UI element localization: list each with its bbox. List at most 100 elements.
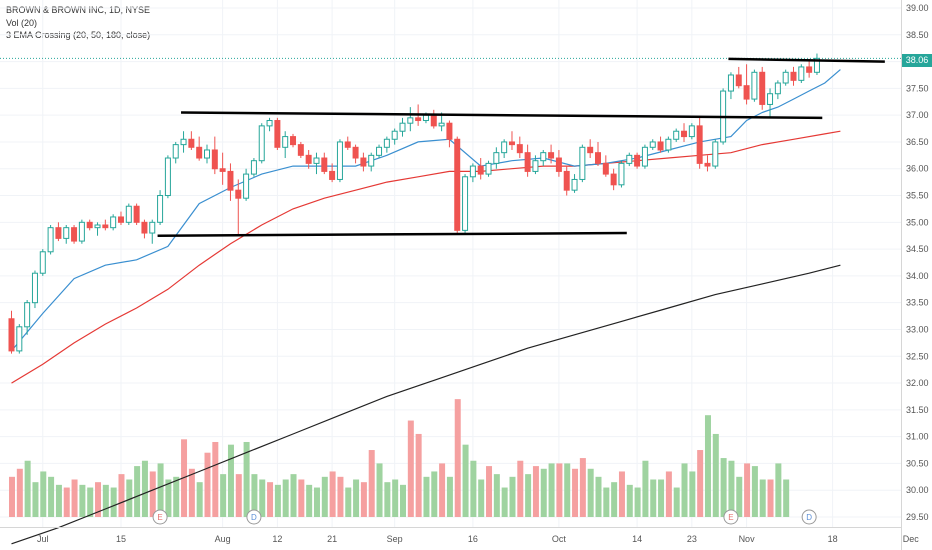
volume-bar — [259, 479, 266, 517]
time-tick-label: 23 — [687, 534, 697, 544]
candle-body — [516, 144, 523, 154]
volume-bar — [548, 463, 555, 517]
candle-body — [149, 221, 156, 234]
time-tick-label: 16 — [468, 534, 478, 544]
price-tick-label: 30.50 — [906, 458, 929, 468]
volume-bar — [40, 471, 47, 517]
volume-bar — [720, 458, 727, 517]
price-tick-label: 35.50 — [906, 191, 929, 201]
candle-body — [501, 141, 508, 154]
candle-body — [250, 160, 257, 175]
candle-body — [462, 176, 469, 231]
price-axis[interactable]: 29.50 30.00 30.50 31.00 31.50 32.00 32.50 33.00… — [901, 0, 932, 550]
time-axis[interactable]: Jul15Aug1221Sep16Oct1423Nov18Dec16 — [0, 527, 932, 545]
volume-bar — [306, 484, 313, 517]
candle-body — [595, 152, 601, 164]
volume-bar — [102, 484, 109, 517]
candle-body — [117, 216, 124, 223]
volume-bar — [165, 479, 172, 517]
volume-bar — [157, 463, 164, 517]
volume-bar — [63, 487, 70, 517]
candle-body — [704, 162, 711, 167]
candle-body — [344, 141, 351, 148]
volume-bar — [501, 487, 508, 517]
volume-bar — [274, 484, 281, 517]
volume-bar — [751, 466, 758, 517]
candle-body — [407, 117, 414, 124]
candlesticks — [0, 53, 901, 354]
price-tick-label: 37.00 — [906, 110, 929, 120]
candle-body — [313, 157, 320, 164]
candle-body — [774, 82, 781, 95]
candle-body — [352, 146, 359, 159]
candle-body — [376, 146, 383, 156]
volume-bar — [321, 476, 328, 517]
candle-body — [125, 205, 132, 223]
candle-body — [618, 162, 625, 186]
chart-grid — [0, 0, 912, 527]
candle-body — [39, 251, 46, 274]
volume-bar — [298, 479, 305, 517]
volume-bar — [48, 476, 55, 517]
candle-body — [438, 122, 445, 127]
volume-bar — [665, 471, 672, 517]
volume-bar — [227, 444, 234, 517]
candle-body — [571, 178, 578, 191]
candle-body — [696, 125, 703, 164]
candle-body — [790, 71, 797, 81]
candle-body — [610, 173, 617, 186]
candle-body — [368, 154, 375, 167]
candle-body — [563, 170, 570, 191]
time-tick-label: Sep — [387, 534, 403, 544]
event-marker-label: D — [251, 513, 257, 522]
volume-bar — [446, 476, 453, 517]
volume-bar — [400, 484, 406, 517]
candle-body — [548, 152, 555, 159]
candle-body — [266, 120, 273, 127]
candle-body — [94, 224, 101, 229]
volume-bar — [235, 474, 242, 517]
candle-body — [78, 221, 85, 242]
volume-bar — [626, 484, 633, 517]
candle-body — [141, 221, 148, 234]
candle-body — [16, 326, 23, 352]
candle-body — [485, 162, 492, 175]
candle-body — [219, 168, 226, 172]
volume-bar — [79, 484, 86, 517]
volume-bar — [532, 466, 539, 517]
candle-body — [258, 125, 265, 162]
volume-bars — [9, 399, 790, 517]
candle-body — [196, 146, 203, 159]
event-marker-label: E — [157, 513, 162, 522]
event-marker-circle — [152, 509, 168, 525]
volume-bar — [9, 476, 15, 517]
candle-body — [469, 165, 476, 178]
volume-bar — [525, 474, 532, 517]
volume-bar — [251, 474, 258, 517]
volume-bar — [16, 468, 23, 517]
volume-bar — [196, 482, 203, 517]
time-tick-label: Aug — [215, 534, 231, 544]
candle-body — [24, 302, 31, 328]
price-tick-label: 38.50 — [906, 30, 929, 40]
candle-body — [336, 141, 343, 180]
last-price-badge: 38.06 — [902, 54, 932, 67]
candle-body — [110, 216, 117, 229]
candle-body — [305, 154, 312, 164]
candle-body — [391, 130, 398, 140]
volume-bar — [368, 450, 375, 517]
price-tick-label: 39.00 — [906, 3, 929, 13]
volume-bar — [71, 479, 78, 517]
candle-body — [102, 224, 109, 229]
candle-body — [274, 120, 281, 148]
candle-body — [727, 74, 734, 92]
volume-bar — [360, 482, 367, 517]
candle-body — [602, 162, 609, 175]
event-marker-label: E — [728, 513, 733, 522]
volume-bar — [87, 487, 94, 517]
volume-bar — [110, 487, 117, 517]
candle-body — [47, 227, 54, 253]
candle-body — [782, 71, 789, 84]
candle-body — [360, 157, 367, 167]
